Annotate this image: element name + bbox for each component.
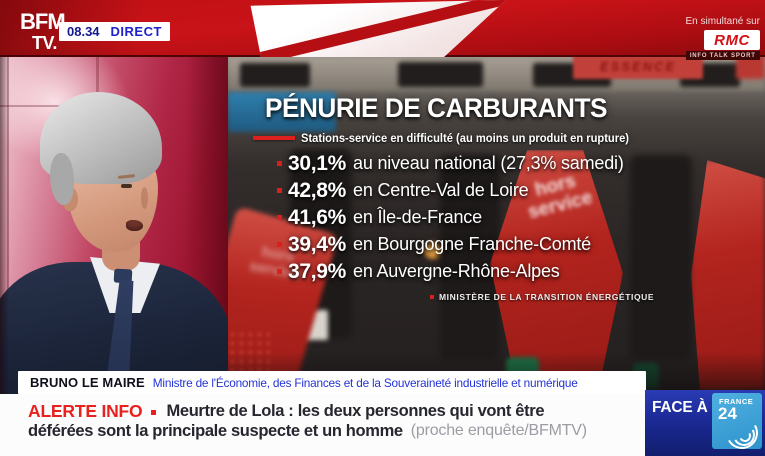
bfmtv-logo-line1: BFM [20, 9, 66, 34]
ticker-line-2: déférées sont la principale suspecte et … [28, 421, 765, 441]
bullet-icon [277, 188, 282, 193]
rmc-logo-text: RMC [714, 31, 750, 49]
france24-logo-number: 24 [718, 404, 737, 423]
bfmtv-logo-line2: TV. [32, 33, 57, 53]
top-banner: BFM TV. 08.34 DIRECT En simultané sur RM… [0, 0, 765, 60]
speaker-nose [141, 187, 148, 209]
nozzle-holster [440, 155, 500, 360]
stat-item: 30,1% au niveau national (27,3% samedi) [277, 150, 667, 177]
alert-bullet-icon [151, 409, 157, 415]
simulcast-label: En simultané sur [685, 16, 760, 27]
pump-display [398, 62, 483, 87]
bullet-icon [277, 215, 282, 220]
wall-seam [0, 105, 98, 107]
essence-sign-text: ESSENCE [599, 59, 677, 74]
source-label: MINISTÈRE DE LA TRANSITION ÉNERGÉTIQUE [439, 292, 655, 302]
essence-sign-fragment [736, 57, 765, 79]
speaker-name: BRUNO LE MAIRE [30, 375, 145, 390]
infographic-title: PÉNURIE DE CARBURANTS [265, 93, 607, 123]
alert-label: ALERTE INFO [28, 400, 143, 421]
speaker-hair [50, 153, 74, 205]
headline-line-1: Meurtre de Lola : les deux personnes qui… [166, 401, 545, 420]
out-of-service-cover [691, 160, 765, 390]
clock-time: 08.34 [67, 24, 100, 39]
stat-label: en Auvergne-Rhône-Alpes [353, 261, 560, 281]
stat-label: en Centre-Val de Loire [353, 180, 529, 200]
stat-label: en Île-de-France [353, 207, 482, 227]
infographic-subtitle: Stations-service en difficulté (au moins… [301, 131, 630, 145]
studio-scene [0, 57, 228, 394]
time-direct-badge: 08.34 DIRECT [59, 22, 170, 41]
stat-value: 41,6% [288, 205, 347, 229]
source-row: MINISTÈRE DE LA TRANSITION ÉNERGÉTIQUE [430, 292, 654, 302]
essence-sign: ESSENCE [573, 57, 703, 79]
pump-screen [228, 92, 336, 132]
rmc-logo: RMC [704, 30, 760, 50]
headline-line-2: déférées sont la principale suspecte et … [28, 421, 403, 440]
infographic-subtitle-row: Stations-service en difficulté (au moins… [253, 131, 654, 145]
pump-display [240, 63, 310, 87]
bullet-icon [277, 161, 282, 166]
stat-item: 42,8% en Centre-Val de Loire [277, 177, 667, 204]
france24-logo-country: FRANCE [719, 397, 754, 406]
ticker-line-1: ALERTE INFO Meurtre de Lola : les deux p… [28, 401, 765, 421]
stat-item: 37,9% en Auvergne-Rhône-Alpes [277, 258, 667, 285]
stat-list: 30,1% au niveau national (27,3% samedi) … [277, 150, 667, 285]
stat-item: 39,4% en Bourgogne Franche-Comté [277, 231, 667, 258]
infographic-panel: PÉNURIE DE CARBURANTS Stations-service e… [240, 90, 670, 325]
speaker-eye [121, 184, 132, 188]
nozzle-holster [630, 155, 692, 360]
alert-ticker: ALERTE INFO Meurtre de Lola : les deux p… [0, 394, 765, 456]
rmc-tagline: INFO TALK SPORT [685, 51, 760, 60]
banner-wedge-graphic [250, 0, 506, 57]
headline-attribution: (proche enquête/BFMTV) [410, 422, 587, 439]
stat-item: 41,6% en Île-de-France [277, 204, 667, 231]
stat-value: 42,8% [288, 178, 347, 202]
speaker-mouth [126, 220, 143, 231]
france24-logo: FRANCE 24 [712, 393, 762, 449]
bullet-icon [277, 242, 282, 247]
vignette [0, 57, 9, 394]
bullet-icon [430, 295, 434, 299]
live-label: DIRECT [110, 24, 162, 39]
stat-value: 37,9% [288, 259, 347, 283]
stat-value: 39,4% [288, 232, 347, 256]
speaker-role: Ministre de l'Économie, des Finances et … [152, 375, 578, 390]
speaker-name-strip: BRUNO LE MAIRE Ministre de l'Économie, d… [18, 371, 646, 394]
bullet-icon [277, 269, 282, 274]
bfmtv-logo: BFM TV. [20, 9, 66, 53]
stat-label: au niveau national (27,3% samedi) [353, 153, 624, 173]
stat-label: en Bourgogne Franche-Comté [353, 234, 591, 254]
red-dash-icon [253, 136, 295, 140]
stat-value: 30,1% [288, 151, 347, 175]
simulcast-block: En simultané sur RMC INFO TALK SPORT [685, 16, 760, 60]
pump-light [424, 242, 441, 259]
program-box: FACE À F FRANCE 24 [645, 390, 765, 456]
program-title: FACE À F [652, 399, 722, 416]
